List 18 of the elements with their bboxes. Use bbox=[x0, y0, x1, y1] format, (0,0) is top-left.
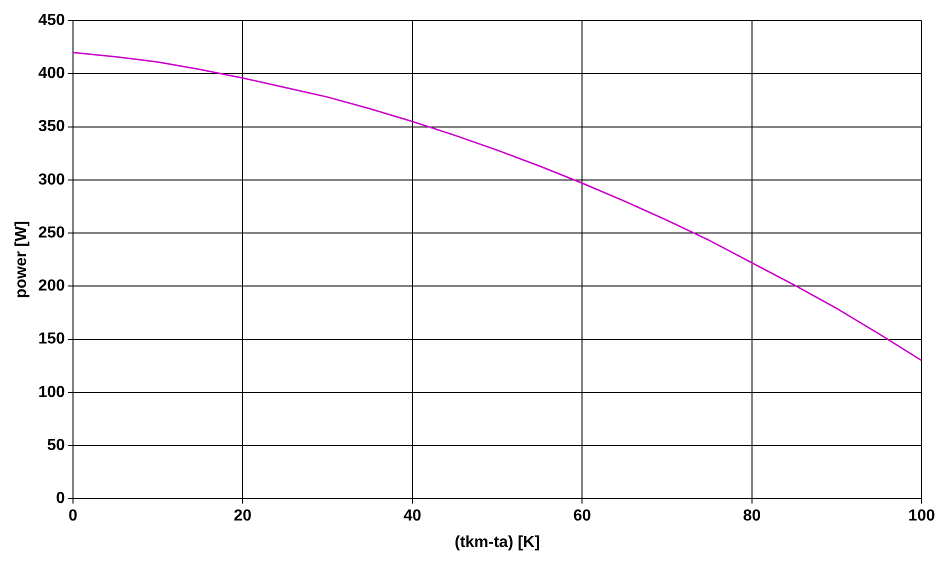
y-tick-label: 0 bbox=[56, 490, 65, 508]
x-tick-label: 100 bbox=[908, 508, 936, 525]
y-tick-label: 450 bbox=[38, 12, 65, 30]
y-tick-label: 400 bbox=[38, 65, 65, 82]
y-tick-label: 300 bbox=[38, 171, 65, 188]
y-tick-label: 100 bbox=[38, 384, 65, 401]
y-tick-label: 250 bbox=[38, 224, 65, 242]
y-tick-label: 350 bbox=[38, 118, 65, 136]
x-tick-label: 0 bbox=[68, 508, 78, 525]
y-axis-title: power [W] bbox=[13, 220, 30, 298]
y-tick-label: 150 bbox=[38, 330, 65, 348]
x-tick-label: 40 bbox=[404, 508, 422, 525]
x-tick-label: 80 bbox=[743, 508, 761, 525]
x-tick-label: 20 bbox=[234, 508, 252, 525]
x-tick-label: 60 bbox=[573, 508, 592, 525]
y-tick-label: 200 bbox=[38, 278, 65, 295]
x-axis-title: (tkm-ta) [K] bbox=[454, 534, 540, 551]
y-tick-label: 50 bbox=[47, 436, 65, 454]
